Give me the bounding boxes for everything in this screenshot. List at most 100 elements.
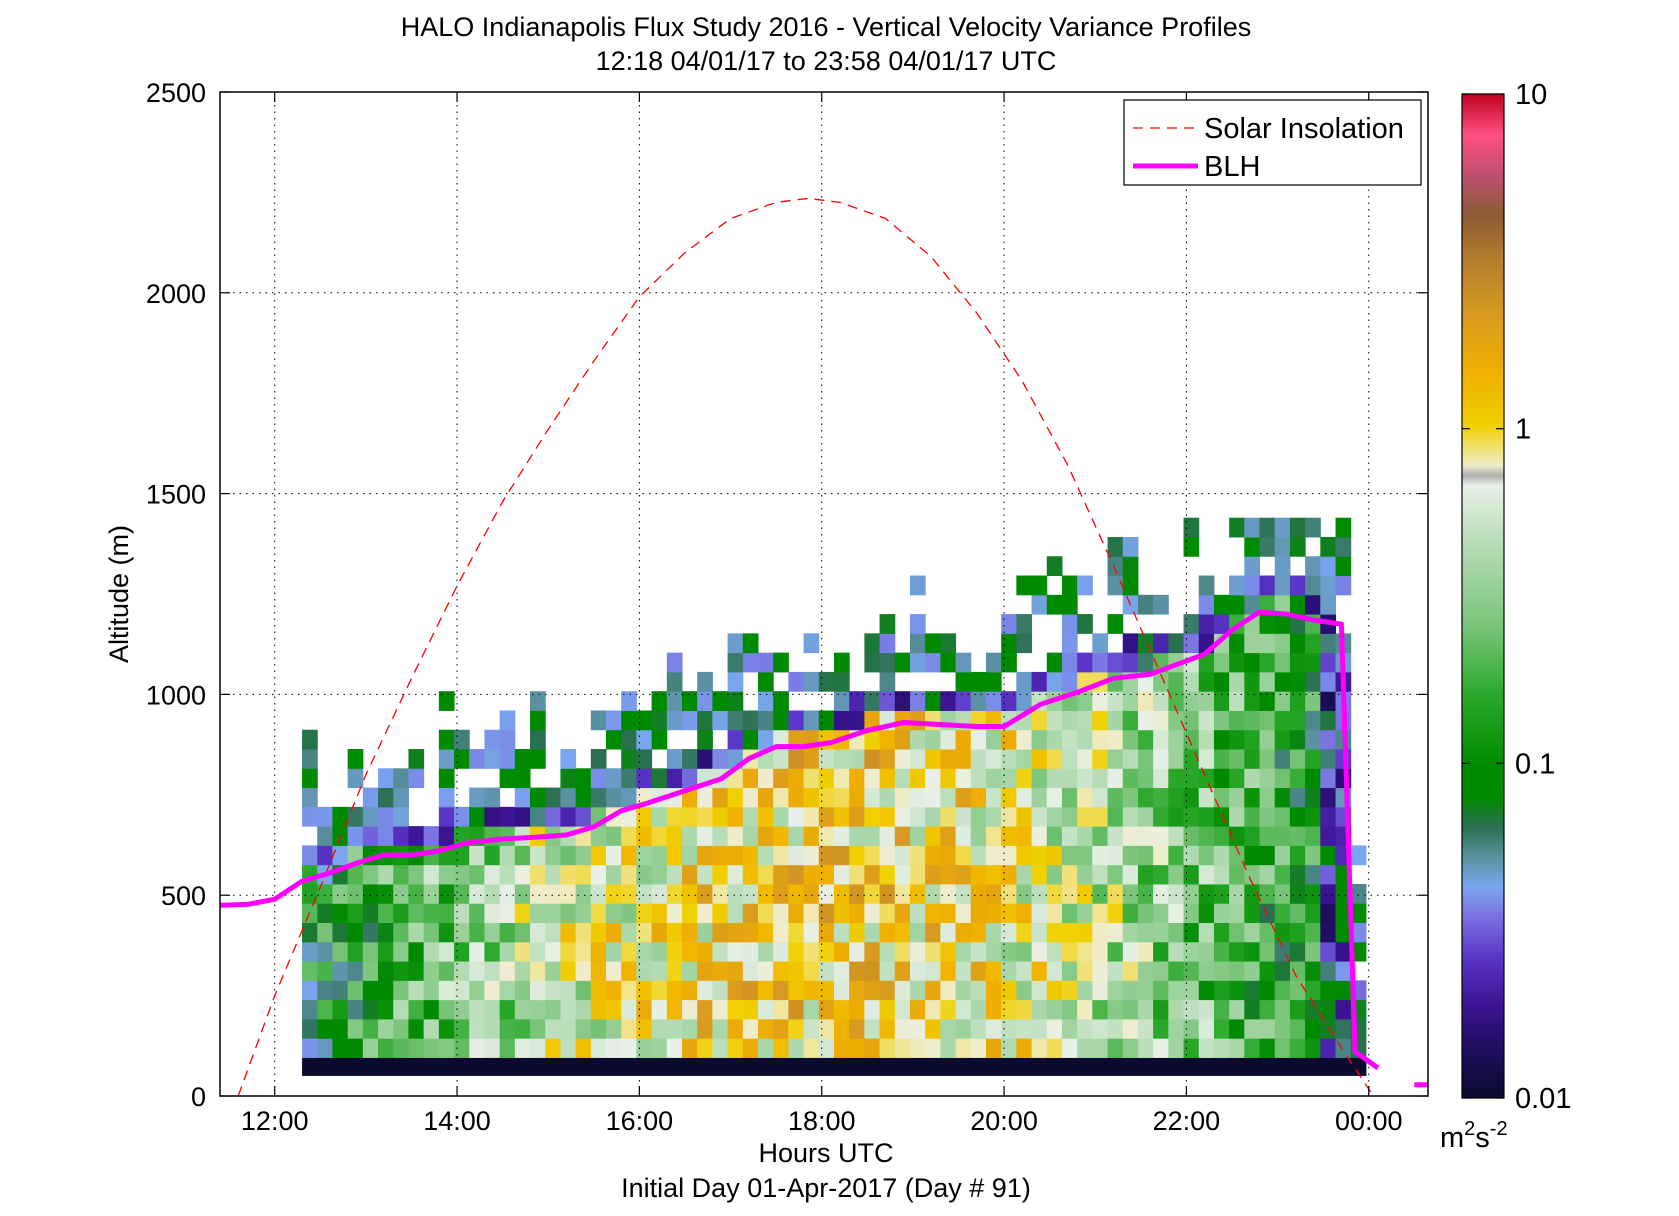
heatmap-cell	[985, 1057, 1002, 1076]
heatmap-cell	[423, 961, 440, 981]
heatmap-cell	[1168, 633, 1185, 654]
heatmap-cell	[1244, 633, 1261, 654]
heatmap-cell	[1229, 864, 1245, 885]
heatmap-cell	[955, 768, 972, 789]
heatmap-cell	[499, 749, 516, 769]
colorbar-gradient	[1461, 93, 1505, 1099]
heatmap-cell	[1153, 787, 1169, 808]
heatmap-cell	[879, 1018, 896, 1039]
heatmap-cell	[1001, 1057, 1017, 1076]
heatmap-cell	[894, 903, 911, 924]
heatmap-cell	[742, 710, 759, 731]
heatmap-cell	[651, 845, 668, 866]
heatmap-cell	[469, 980, 485, 1001]
heatmap-cell	[1031, 922, 1048, 943]
heatmap-cell	[818, 903, 835, 924]
heatmap-cell	[1168, 845, 1185, 866]
heatmap-cell	[1077, 710, 1093, 731]
heatmap-cell	[560, 903, 577, 924]
heatmap-cell	[666, 806, 683, 827]
heatmap-cell	[1350, 941, 1367, 962]
heatmap-cell	[484, 845, 501, 866]
heatmap-cell	[530, 710, 546, 731]
heatmap-cell	[1183, 1057, 1200, 1076]
heatmap-cell	[925, 729, 941, 750]
heatmap-cell	[833, 787, 850, 808]
colorbar-tick-label: 0.1	[1515, 748, 1555, 780]
heatmap-cell	[1016, 903, 1033, 924]
heatmap-cell	[788, 806, 805, 827]
heatmap-cell	[970, 749, 987, 769]
heatmap-cell	[985, 1018, 1002, 1039]
heatmap-cell	[940, 999, 957, 1020]
heatmap-cell	[408, 749, 425, 769]
solar-insolation-line	[237, 197, 1374, 1096]
heatmap-cell	[1259, 883, 1276, 904]
heatmap-cell	[1107, 999, 1124, 1020]
heatmap-cell	[1077, 691, 1093, 711]
heatmap-cell	[1198, 941, 1215, 962]
heatmap-cell	[757, 826, 774, 846]
heatmap-cell	[1244, 671, 1261, 692]
heatmap-cell	[818, 941, 835, 962]
heatmap-cell	[560, 806, 577, 827]
heatmap-cell	[697, 691, 713, 711]
heatmap-cell	[378, 922, 394, 943]
heatmap-cell	[1274, 1038, 1291, 1058]
heatmap-cell	[1274, 1057, 1291, 1076]
heatmap-cell	[590, 961, 607, 981]
heatmap-cell	[1153, 691, 1169, 711]
heatmap-cell	[833, 652, 850, 673]
heatmap-cell	[1153, 883, 1169, 904]
heatmap-cell	[1274, 845, 1291, 866]
heatmap-cell	[469, 1018, 485, 1039]
heatmap-cell	[666, 1057, 683, 1076]
heatmap-cell	[636, 1018, 653, 1039]
heatmap-cell	[1289, 826, 1306, 846]
heatmap-cell	[332, 1057, 349, 1076]
heatmap-cell	[651, 941, 668, 962]
heatmap-cell	[1274, 864, 1291, 885]
heatmap-cell	[317, 922, 333, 943]
heatmap-cell	[757, 1018, 774, 1039]
heatmap-cell	[651, 710, 668, 731]
heatmap-cell	[1259, 633, 1276, 654]
heatmap-cell	[651, 768, 668, 789]
heatmap-cell	[666, 749, 683, 769]
heatmap-cell	[1168, 768, 1185, 789]
heatmap-cell	[545, 883, 561, 904]
heatmap-cell	[1001, 883, 1017, 904]
heatmap-cell	[499, 845, 516, 866]
heatmap-cell	[925, 806, 941, 827]
heatmap-cell	[788, 826, 805, 846]
heatmap-cell	[1335, 999, 1352, 1020]
x-axis-sublabel: Initial Day 01-Apr-2017 (Day # 91)	[621, 1173, 1031, 1203]
heatmap-cell	[1153, 999, 1169, 1020]
heatmap-cell	[803, 845, 820, 866]
heatmap-cell	[332, 999, 349, 1020]
heatmap-cell	[514, 883, 531, 904]
heatmap-cell	[438, 749, 455, 769]
heatmap-cell	[1213, 961, 1230, 981]
heatmap-cell	[757, 710, 774, 731]
heatmap-cell	[1198, 787, 1215, 808]
heatmap-cell	[818, 961, 835, 981]
heatmap-cell	[514, 749, 531, 769]
heatmap-cell	[1077, 922, 1093, 943]
heatmap-cell	[879, 922, 896, 943]
heatmap-cell	[1077, 845, 1093, 866]
heatmap-cell	[682, 691, 698, 711]
heatmap-cell	[1259, 826, 1276, 846]
heatmap-cell	[697, 999, 713, 1020]
heatmap-cell	[970, 1038, 987, 1058]
heatmap-cell	[1213, 1057, 1230, 1076]
heatmap-cell	[849, 691, 865, 711]
heatmap-cell	[1046, 883, 1063, 904]
heatmap-cell	[742, 633, 759, 654]
heatmap-cell	[590, 749, 607, 769]
heatmap-cell	[1077, 768, 1093, 789]
heatmap-cell	[438, 961, 455, 981]
heatmap-cell	[1168, 999, 1185, 1020]
heatmap-cell	[1061, 980, 1078, 1001]
heatmap-cell	[1122, 652, 1139, 673]
